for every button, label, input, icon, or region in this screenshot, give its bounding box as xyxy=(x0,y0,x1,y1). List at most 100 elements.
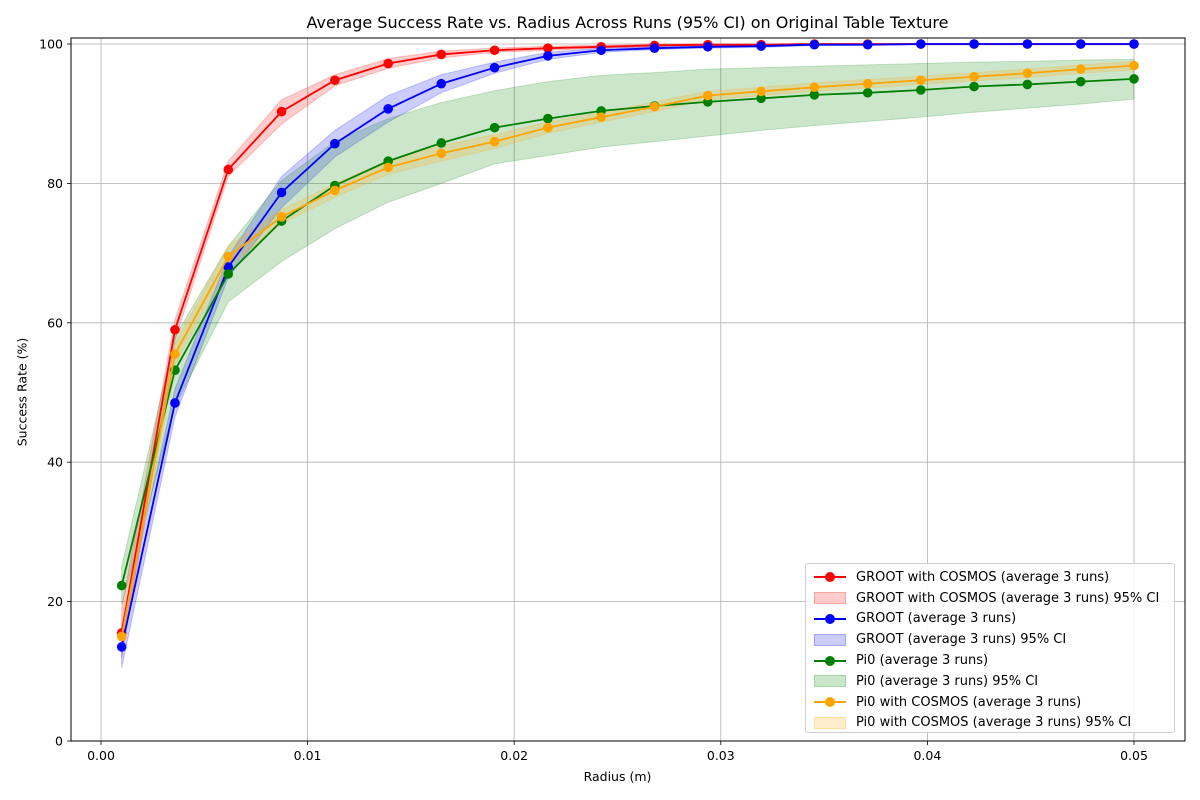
data-point-marker xyxy=(862,87,873,98)
data-point-marker xyxy=(383,162,393,173)
data-point-marker xyxy=(809,82,820,93)
data-point-marker xyxy=(809,39,820,50)
data-point-marker xyxy=(330,185,340,196)
data-point-marker xyxy=(170,349,180,359)
data-point-marker xyxy=(1129,39,1139,49)
legend-item: GROOT with COSMOS (average 3 runs) 95% C… xyxy=(806,588,1174,609)
data-point-marker xyxy=(276,212,287,222)
legend-patch-icon xyxy=(814,675,846,688)
legend-item: Pi0 with COSMOS (average 3 runs) xyxy=(806,692,1174,713)
legend-item: Pi0 (average 3 runs) 95% CI xyxy=(806,671,1174,692)
legend-label: GROOT (average 3 runs) 95% CI xyxy=(856,632,1067,648)
data-point-marker xyxy=(436,49,447,60)
data-point-marker xyxy=(223,262,234,272)
legend-line-marker-icon xyxy=(814,655,846,667)
x-tick-label: 0.03 xyxy=(707,748,735,763)
data-point-marker xyxy=(1075,76,1086,87)
legend-label: Pi0 (average 3 runs) xyxy=(856,653,989,669)
legend-line-marker-icon xyxy=(814,696,846,708)
data-point-marker xyxy=(223,164,234,175)
data-point-marker xyxy=(543,43,553,53)
data-point-marker xyxy=(543,122,553,133)
series-lines xyxy=(116,39,1139,652)
data-point-marker xyxy=(915,85,926,95)
legend-item: GROOT with COSMOS (average 3 runs) xyxy=(806,567,1174,588)
data-point-marker xyxy=(596,45,606,56)
legend-label: Pi0 with COSMOS (average 3 runs) 95% CI xyxy=(856,715,1132,731)
data-point-marker xyxy=(756,93,766,104)
x-tick-label: 0.01 xyxy=(294,748,322,763)
data-point-marker xyxy=(649,43,660,53)
data-point-marker xyxy=(596,112,606,122)
data-point-marker xyxy=(170,398,180,408)
y-tick-label: 40 xyxy=(47,455,63,470)
legend-label: Pi0 with COSMOS (average 3 runs) xyxy=(856,694,1082,710)
chart-title: Average Success Rate vs. Radius Across R… xyxy=(306,13,949,32)
data-point-marker xyxy=(116,580,127,591)
legend-line-marker-icon xyxy=(814,613,846,625)
legend-label: GROOT with COSMOS (average 3 runs) xyxy=(856,569,1110,585)
data-point-marker xyxy=(1075,64,1086,74)
data-point-marker xyxy=(330,75,340,86)
data-point-marker xyxy=(543,113,553,124)
data-point-marker xyxy=(489,62,500,73)
data-point-marker xyxy=(170,324,180,335)
data-point-marker xyxy=(969,39,979,49)
data-point-marker xyxy=(436,138,447,148)
data-point-marker xyxy=(383,104,393,114)
data-point-marker xyxy=(969,81,979,92)
data-point-marker xyxy=(915,75,926,86)
legend: GROOT with COSMOS (average 3 runs) GROOT… xyxy=(805,563,1175,733)
data-point-marker xyxy=(543,51,553,61)
data-point-marker xyxy=(756,41,766,51)
y-tick-label: 20 xyxy=(47,594,63,609)
y-tick-label: 0 xyxy=(55,734,63,749)
data-point-marker xyxy=(1022,68,1033,79)
data-point-marker xyxy=(276,187,287,198)
data-point-marker xyxy=(223,251,234,262)
data-point-marker xyxy=(489,45,500,56)
data-point-marker xyxy=(116,642,127,652)
series-line xyxy=(120,43,1134,648)
legend-line-marker-icon xyxy=(814,571,846,583)
x-tick-label: 0.04 xyxy=(913,748,941,763)
data-point-marker xyxy=(223,269,234,279)
legend-label: Pi0 (average 3 runs) 95% CI xyxy=(856,673,1039,689)
data-point-marker xyxy=(862,78,873,89)
data-point-marker xyxy=(489,136,500,147)
data-point-marker xyxy=(116,631,127,642)
data-point-marker xyxy=(1075,39,1086,49)
axes-frame xyxy=(70,37,1186,742)
data-point-marker xyxy=(969,71,979,82)
data-point-marker xyxy=(702,90,713,101)
legend-patch-icon xyxy=(814,633,846,646)
data-point-marker xyxy=(809,90,820,100)
x-tick-label: 0.02 xyxy=(500,748,528,763)
data-point-marker xyxy=(436,148,447,159)
data-point-marker xyxy=(649,101,660,112)
x-tick-label: 0.05 xyxy=(1120,748,1148,763)
legend-item: GROOT (average 3 runs) xyxy=(806,609,1174,630)
data-point-marker xyxy=(276,106,287,117)
data-point-marker xyxy=(1129,60,1139,71)
data-point-marker xyxy=(1022,79,1033,90)
legend-label: GROOT with COSMOS (average 3 runs) 95% C… xyxy=(856,590,1160,606)
series-line xyxy=(120,77,1135,586)
data-point-marker xyxy=(1129,74,1139,84)
legend-item: Pi0 with COSMOS (average 3 runs) 95% CI xyxy=(806,713,1174,734)
legend-item: Pi0 (average 3 runs) xyxy=(806,650,1174,671)
data-point-marker xyxy=(915,39,926,49)
ci-band xyxy=(121,60,1135,647)
legend-patch-icon xyxy=(814,592,846,605)
ci-band xyxy=(121,58,1135,606)
axis-ticks: 0.00 0.01 0.02 0.03 0.04 0.05 0 20 40 60 80 100 xyxy=(39,37,1148,764)
data-point-marker xyxy=(330,138,340,149)
legend-item: GROOT (average 3 runs) 95% CI xyxy=(806,629,1174,650)
y-tick-label: 100 xyxy=(39,37,63,52)
series-line xyxy=(120,64,1135,637)
y-tick-label: 60 xyxy=(47,315,63,330)
data-point-marker xyxy=(489,122,500,133)
data-point-marker xyxy=(436,78,447,89)
x-tick-label: 0.00 xyxy=(87,748,115,763)
data-point-marker xyxy=(862,39,873,50)
